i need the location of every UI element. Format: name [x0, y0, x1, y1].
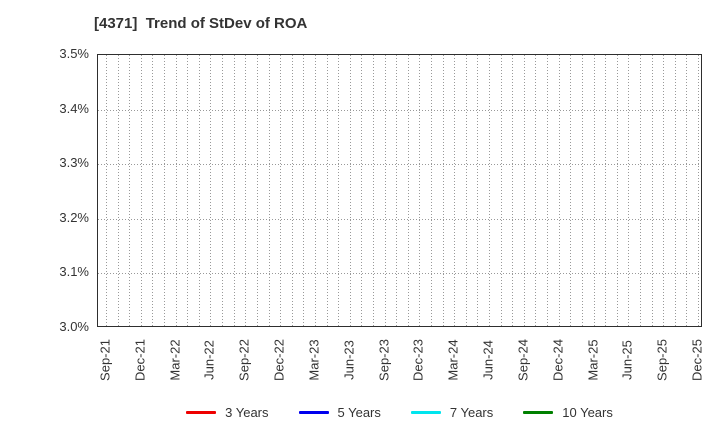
vertical-gridline: [477, 55, 479, 326]
y-tick-label: 3.5%: [59, 46, 89, 61]
vertical-gridline: [489, 55, 491, 326]
chart-title: [4371] Trend of StDev of ROA: [94, 15, 308, 32]
plot-area: [97, 54, 702, 327]
vertical-gridline: [338, 55, 340, 326]
x-tick-label: Sep-24: [515, 339, 531, 381]
vertical-gridline: [280, 55, 282, 326]
vertical-gridline: [314, 55, 316, 326]
vertical-gridline: [152, 55, 154, 326]
x-tick-label: Jun-25: [619, 340, 635, 380]
vertical-gridline: [639, 55, 641, 326]
x-tick-label: Jun-23: [341, 340, 357, 380]
vertical-gridline: [431, 55, 433, 326]
vertical-gridline: [140, 55, 142, 326]
vertical-gridline: [686, 55, 688, 326]
y-tick-label: 3.2%: [59, 209, 89, 225]
vertical-gridline: [605, 55, 607, 326]
vertical-gridline: [651, 55, 653, 326]
y-tick-label: 3.0%: [59, 319, 89, 334]
vertical-gridline: [698, 55, 699, 326]
vertical-gridline: [616, 55, 618, 326]
vertical-gridline: [384, 55, 386, 326]
vertical-gridline: [593, 55, 595, 326]
vertical-gridline: [222, 55, 224, 326]
vertical-gridline: [372, 55, 374, 326]
x-tick-label: Jun-22: [201, 340, 217, 380]
vertical-gridline: [198, 55, 200, 326]
horizontal-gridline: [98, 273, 701, 275]
legend-line-icon: [523, 410, 554, 414]
vertical-gridline: [674, 55, 676, 326]
x-tick-label: Dec-24: [550, 339, 566, 381]
vertical-gridline: [326, 55, 328, 326]
legend-label: 5 Years: [337, 404, 381, 420]
x-tick-label: Sep-25: [654, 339, 670, 381]
vertical-gridline: [106, 55, 107, 326]
x-tick-label: Jun-24: [480, 340, 496, 380]
x-tick-label: Mar-23: [306, 339, 322, 381]
legend-label: 3 Years: [225, 404, 269, 420]
vertical-gridline: [407, 55, 409, 326]
vertical-gridline: [547, 55, 549, 326]
vertical-gridline: [523, 55, 525, 326]
x-tick-label: Mar-24: [445, 339, 461, 381]
horizontal-gridline: [98, 109, 701, 111]
legend-item-3-years: 3 Years: [186, 404, 269, 420]
legend-item-7-years: 7 Years: [410, 404, 494, 420]
vertical-gridline: [628, 55, 630, 326]
x-tick-label: Mar-25: [585, 339, 601, 381]
legend-item-10-years: 10 Years: [523, 405, 613, 420]
legend-label: 7 Years: [449, 404, 494, 420]
y-tick-label: 3.4%: [59, 100, 89, 116]
x-tick-label: Mar-22: [167, 339, 183, 381]
vertical-gridline: [361, 55, 363, 326]
vertical-gridline: [500, 55, 502, 326]
vertical-gridline: [187, 55, 189, 326]
legend-line-icon: [298, 410, 329, 414]
vertical-gridline: [396, 55, 398, 326]
legend-line-icon: [186, 410, 217, 414]
vertical-gridline: [454, 55, 456, 326]
horizontal-gridline: [98, 164, 701, 166]
vertical-gridline: [442, 55, 444, 326]
y-tick-label: 3.3%: [59, 155, 89, 171]
x-tick-label: Sep-22: [236, 339, 252, 381]
x-tick-label: Dec-21: [132, 339, 148, 381]
vertical-gridline: [512, 55, 514, 326]
vertical-gridline: [268, 55, 270, 326]
vertical-gridline: [175, 55, 177, 326]
x-tick-label: Dec-22: [271, 339, 287, 381]
vertical-gridline: [164, 55, 166, 326]
vertical-gridline: [663, 55, 665, 326]
x-tick-label: Sep-21: [97, 339, 113, 381]
vertical-gridline: [465, 55, 467, 326]
legend-item-5-years: 5 Years: [298, 404, 381, 420]
vertical-gridline: [256, 55, 258, 326]
legend: 3 Years 5 Years 7 Years 10 Years: [97, 401, 702, 423]
legend-line-icon: [410, 410, 441, 414]
vertical-gridline: [570, 55, 572, 326]
vertical-gridline: [117, 55, 119, 326]
legend-label: 10 Years: [562, 404, 613, 420]
x-tick-label: Dec-25: [689, 339, 705, 381]
vertical-gridline: [581, 55, 583, 326]
vertical-gridline: [129, 55, 131, 326]
vertical-gridline: [291, 55, 293, 326]
vertical-gridline: [349, 55, 351, 326]
vertical-gridline: [245, 55, 247, 326]
horizontal-gridline: [98, 218, 701, 220]
vertical-gridline: [419, 55, 421, 326]
x-tick-label: Dec-23: [410, 339, 426, 381]
vertical-gridline: [303, 55, 305, 326]
x-tick-label: Sep-23: [376, 339, 392, 381]
vertical-gridline: [210, 55, 212, 326]
y-tick-label: 3.1%: [59, 264, 89, 280]
vertical-gridline: [233, 55, 235, 326]
vertical-gridline: [535, 55, 537, 326]
vertical-gridline: [558, 55, 560, 326]
